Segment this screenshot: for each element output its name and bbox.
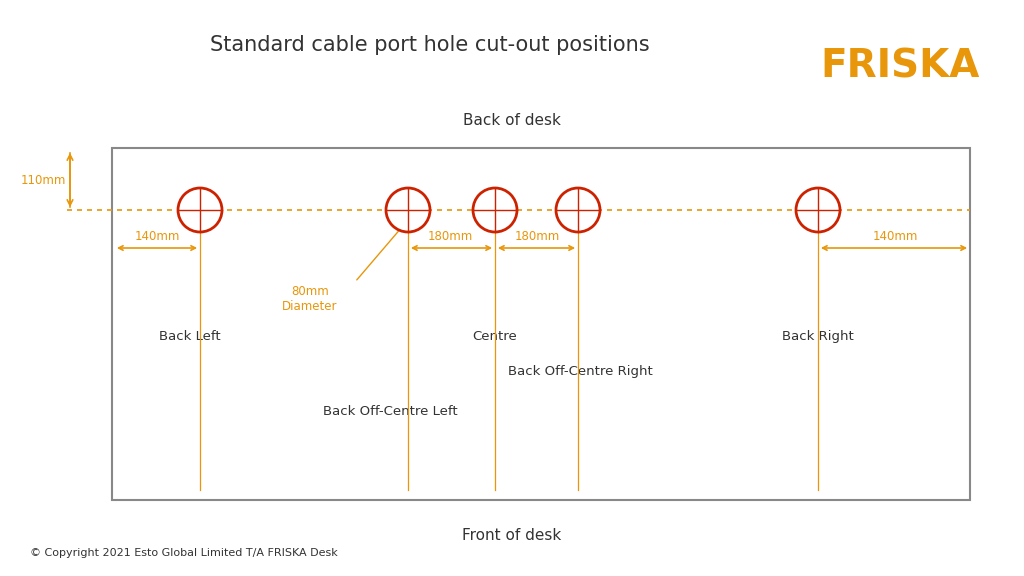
Text: FRISKA: FRISKA [820, 48, 980, 86]
Bar [112, 148, 970, 500]
Text: 180mm: 180mm [427, 230, 473, 243]
Circle shape [386, 188, 430, 232]
Text: Back Off-Centre Right: Back Off-Centre Right [508, 365, 652, 378]
Text: Back Left: Back Left [159, 330, 221, 343]
Text: © Copyright 2021 Esto Global Limited T/A FRISKA Desk: © Copyright 2021 Esto Global Limited T/A… [30, 548, 338, 558]
Circle shape [473, 188, 517, 232]
Text: Back of desk: Back of desk [463, 113, 561, 128]
Text: Back Right: Back Right [782, 330, 854, 343]
Circle shape [178, 188, 222, 232]
Text: 110mm: 110mm [20, 173, 66, 187]
Text: Centre: Centre [473, 330, 517, 343]
Text: 140mm: 140mm [872, 230, 918, 243]
Circle shape [796, 188, 840, 232]
Text: Front of desk: Front of desk [463, 528, 561, 543]
Text: Back Off-Centre Left: Back Off-Centre Left [323, 405, 458, 418]
Text: Standard cable port hole cut-out positions: Standard cable port hole cut-out positio… [210, 35, 650, 55]
Circle shape [556, 188, 600, 232]
Text: 180mm: 180mm [514, 230, 560, 243]
Text: 140mm: 140mm [134, 230, 179, 243]
Text: 80mm
Diameter: 80mm Diameter [283, 285, 338, 313]
